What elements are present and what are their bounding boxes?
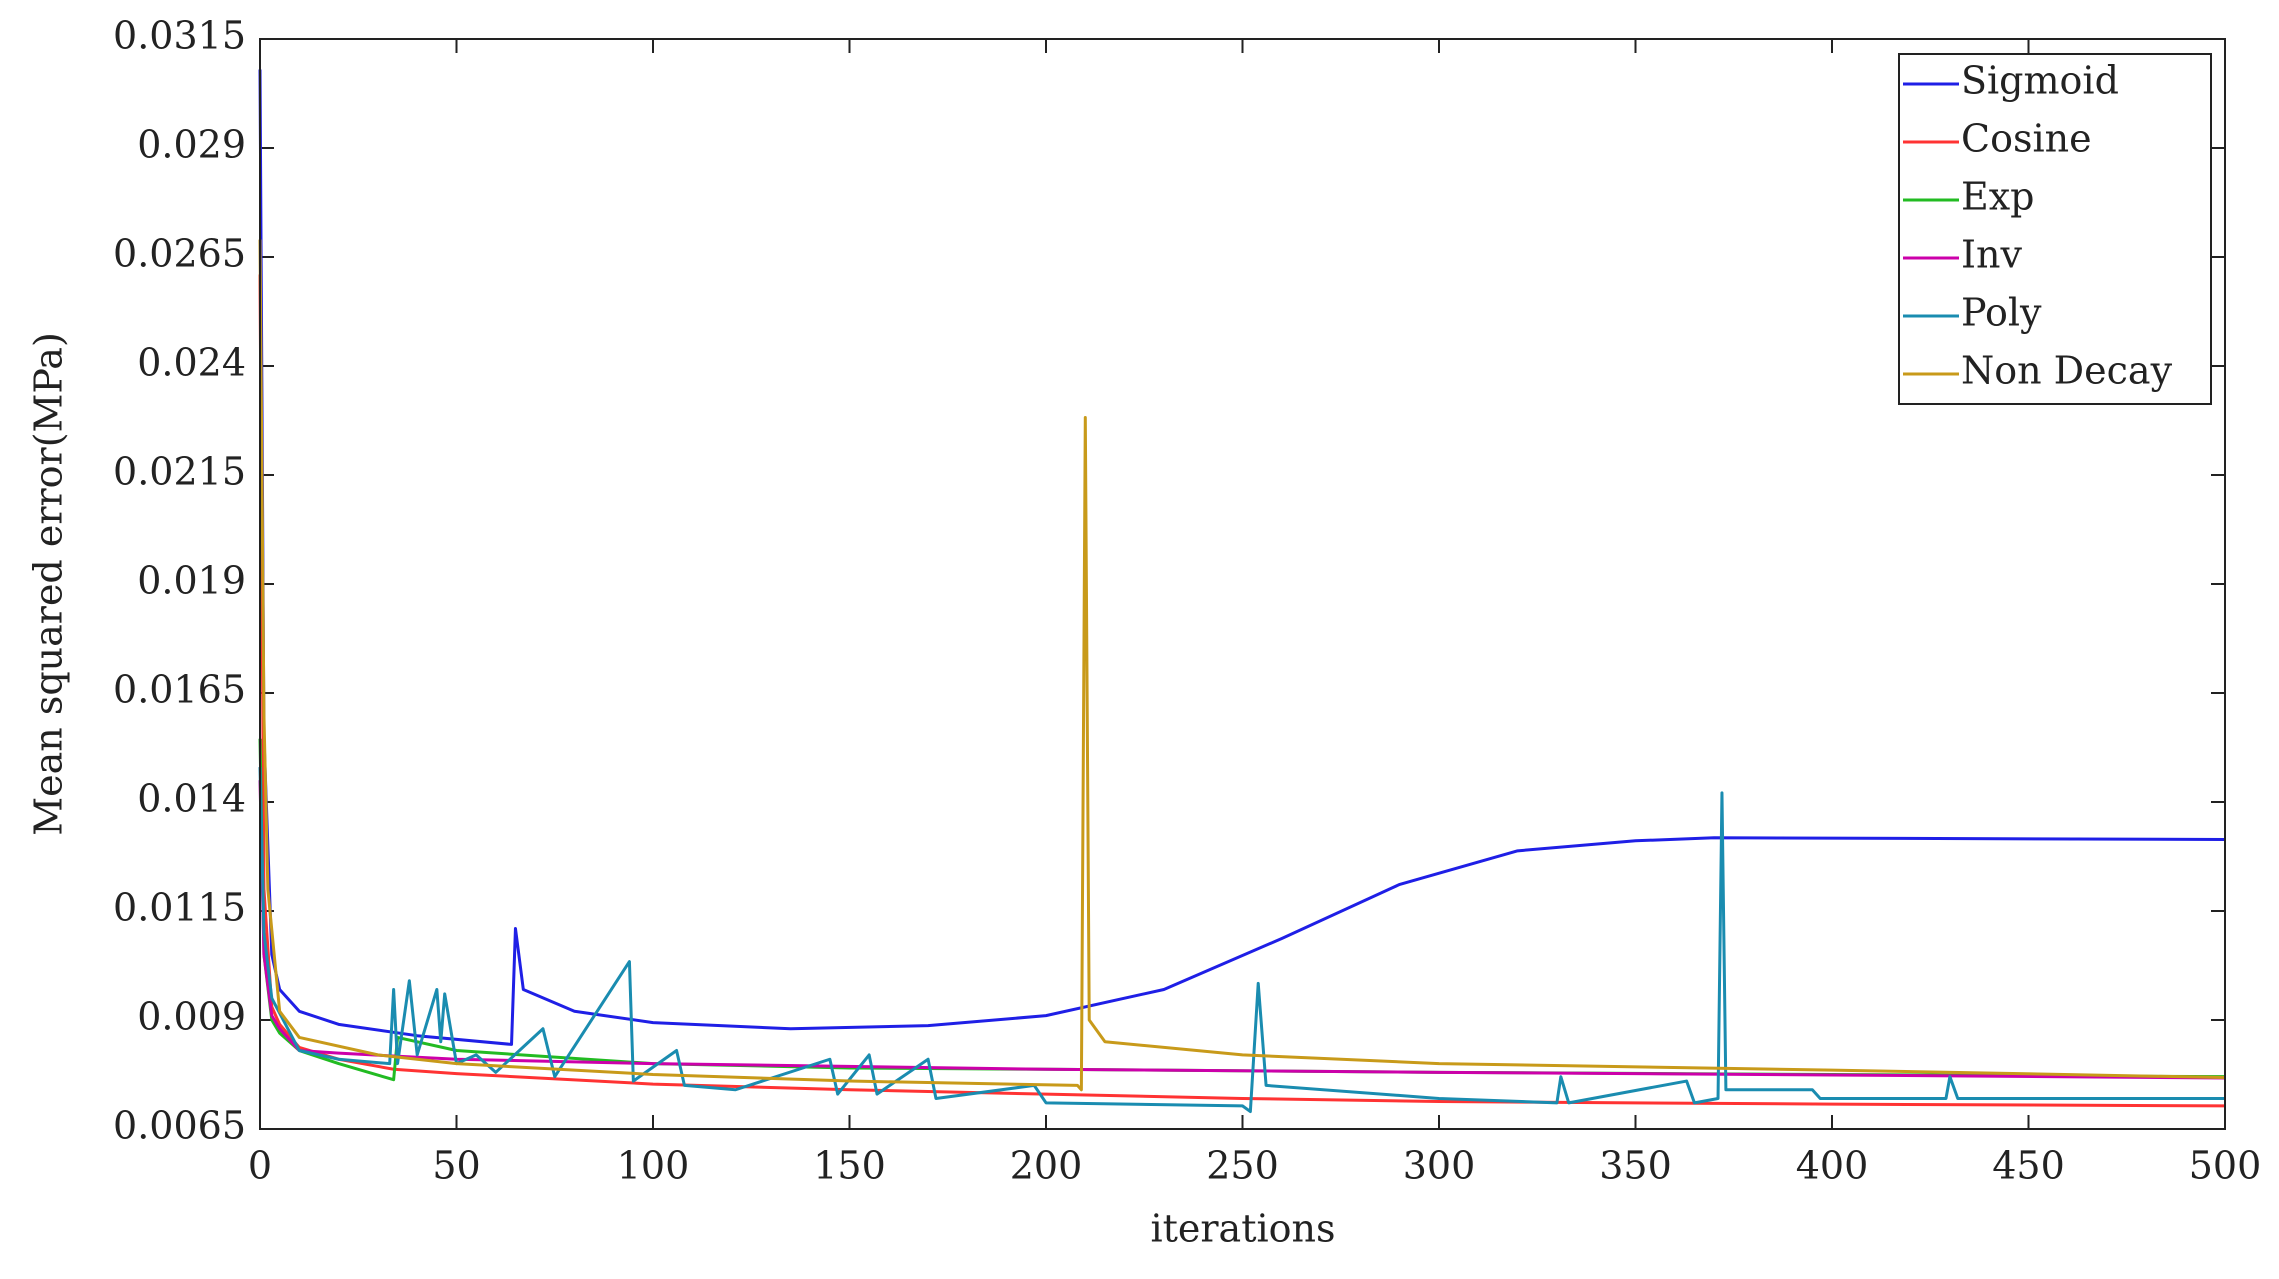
x-tick-label: 100 — [617, 1144, 690, 1188]
y-tick-label: 0.009 — [137, 995, 246, 1039]
y-tick-label: 0.024 — [137, 341, 246, 385]
legend-label: Poly — [1961, 291, 2042, 335]
line-series — [258, 767, 2225, 1114]
legend-label: Inv — [1961, 233, 2022, 277]
legend-box — [1898, 53, 2212, 405]
x-tick-label: 500 — [2189, 1144, 2262, 1188]
y-tick-label: 0.0115 — [113, 886, 246, 930]
plot-area — [260, 39, 2225, 1129]
legend-label: Cosine — [1961, 117, 2092, 161]
line-series — [258, 69, 2226, 1046]
x-tick-label: 350 — [1599, 1144, 1672, 1188]
legend-label: Sigmoid — [1961, 59, 2119, 103]
x-tick-label: 0 — [248, 1144, 272, 1188]
x-tick-label: 450 — [1992, 1144, 2065, 1188]
x-tick-label: 200 — [1010, 1144, 1083, 1188]
y-tick-label: 0.019 — [137, 559, 246, 603]
x-tick-label: 400 — [1796, 1144, 1869, 1188]
plot-frame — [259, 38, 2226, 1130]
x-axis-label: iterations — [1150, 1207, 1335, 1251]
y-tick-label: 0.014 — [137, 777, 246, 821]
x-tick-label: 150 — [813, 1144, 886, 1188]
legend-label: Exp — [1961, 175, 2035, 219]
y-tick-label: 0.0215 — [113, 450, 246, 494]
line-series — [258, 239, 2226, 1092]
legend-label: Non Decay — [1961, 349, 2173, 393]
y-tick-label: 0.029 — [137, 123, 246, 167]
legend: Sigmoid Cosine Exp Inv Poly Non Decay — [1898, 53, 2212, 405]
y-tick-label: 0.0065 — [113, 1104, 246, 1148]
x-tick-label: 250 — [1206, 1144, 1279, 1188]
y-tick-label: 0.0265 — [113, 232, 246, 276]
x-tick-label: 300 — [1403, 1144, 1476, 1188]
x-tick-label: 50 — [432, 1144, 480, 1188]
y-tick-label: 0.0165 — [113, 668, 246, 712]
line-series — [258, 274, 2226, 1108]
y-tick-label: 0.0315 — [113, 14, 246, 58]
y-axis-label: Mean squared error(MPa) — [27, 332, 71, 836]
